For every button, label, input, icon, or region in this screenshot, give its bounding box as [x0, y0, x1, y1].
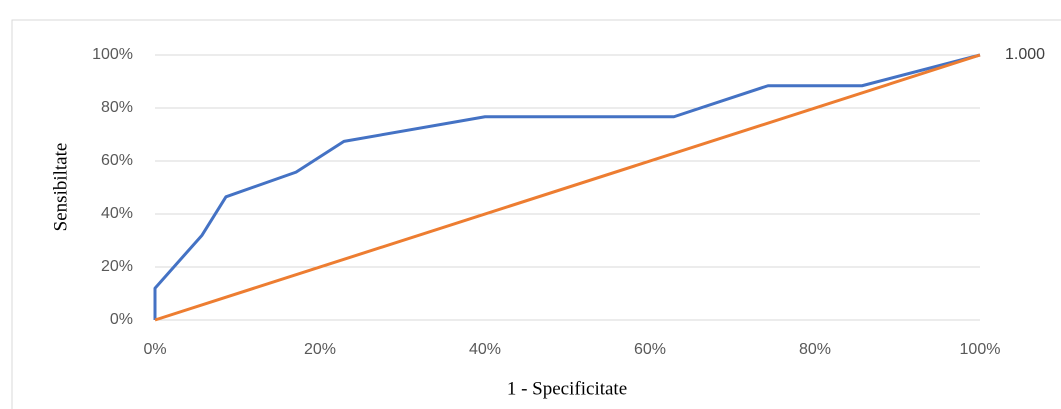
chart-frame	[11, 19, 1061, 409]
x-axis-title: 1 - Specificitate	[507, 378, 627, 399]
series-line	[153, 53, 981, 320]
y-tick-label: 60%	[101, 152, 133, 169]
x-tick-label: 0%	[143, 341, 166, 358]
y-tick-label: 100%	[92, 46, 133, 63]
x-tick-label: 100%	[960, 341, 1001, 358]
x-tick-label: 20%	[304, 341, 336, 358]
x-tick-label: 40%	[469, 341, 501, 358]
x-tick-label: 60%	[634, 341, 666, 358]
y-tick-label: 20%	[101, 258, 133, 275]
y-tick-label: 0%	[110, 311, 133, 328]
y-tick-label: 40%	[101, 205, 133, 222]
y-tick-label: 80%	[101, 99, 133, 116]
series-line	[154, 53, 981, 322]
x-tick-label: 80%	[799, 341, 831, 358]
y-axis-title: Sensibiltate	[50, 143, 71, 232]
annotation: 1.000	[1005, 46, 1045, 63]
